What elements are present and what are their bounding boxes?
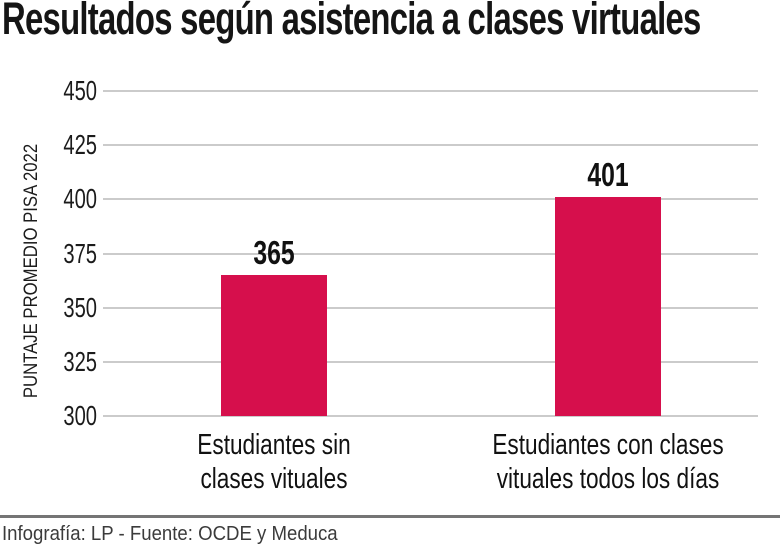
y-tick-label: 425	[63, 129, 97, 161]
y-tick-label: 400	[63, 183, 97, 215]
gridline	[103, 252, 758, 255]
gridline	[103, 90, 758, 92]
y-tick-label: 300	[63, 400, 97, 431]
y-tick-label: 450	[63, 75, 97, 106]
bar	[555, 197, 661, 416]
footer-divider	[0, 515, 780, 518]
source-credit: Infografía: LP - Fuente: OCDE y Meduca	[2, 523, 338, 545]
gridline	[103, 360, 758, 363]
x-category-label: Estudiantes sin clases vituales	[197, 429, 351, 495]
chart-title: Resultados según asistencia a clases vir…	[2, 0, 701, 44]
gridline	[103, 306, 758, 309]
gridline	[103, 198, 758, 201]
y-tick-label: 325	[63, 345, 97, 377]
bar	[221, 275, 327, 416]
gridline	[103, 144, 758, 147]
y-tick-label: 375	[63, 237, 97, 269]
bar-value-label: 401	[587, 156, 629, 194]
y-axis-title: PUNTAJE PROMEDIO PISA 2022	[21, 143, 42, 399]
bar-value-label: 365	[253, 234, 295, 272]
gridline	[103, 415, 758, 417]
y-tick-label: 350	[63, 291, 97, 323]
x-category-label: Estudiantes con clases vituales todos lo…	[492, 429, 724, 495]
